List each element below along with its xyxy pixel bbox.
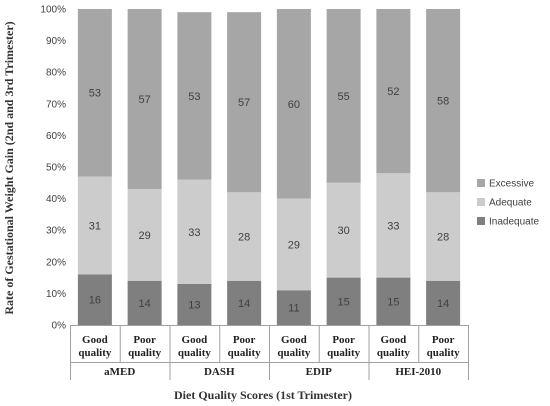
data-label: 55 (338, 91, 350, 103)
y-tick-label: 50% (46, 163, 66, 174)
bar-segment-adequate (376, 173, 411, 278)
data-label: 52 (387, 86, 399, 98)
x-tick-label: quality (277, 347, 311, 359)
y-tick-label: 0% (52, 321, 67, 332)
data-label: 30 (338, 225, 350, 237)
data-label: 28 (437, 232, 449, 244)
bar-segment-excessive (227, 12, 262, 193)
x-tick-label: Poor (133, 334, 156, 346)
legend-label-adequate: Adequate (489, 198, 532, 209)
bar-segment-adequate (227, 192, 262, 281)
x-tick-label: Poor (332, 334, 355, 346)
y-axis: 0% 10% 20% 30% 40% 50% 60% 70% 80% 90% 100% (40, 5, 66, 332)
data-label: 14 (437, 298, 449, 310)
bar-segment-excessive (426, 9, 461, 193)
x-tick-label: quality (327, 347, 361, 359)
data-label: 33 (188, 227, 200, 239)
bar-segment-inadequate (276, 290, 311, 325)
y-tick-label: 40% (46, 194, 66, 205)
y-tick-label: 10% (46, 289, 66, 300)
legend-label-inadequate: Inadequate (489, 217, 539, 228)
data-label: 13 (188, 299, 200, 311)
data-label: 11 (288, 303, 299, 315)
x-tick-label: Poor (233, 334, 256, 346)
bar-segment-inadequate (376, 277, 411, 325)
data-label: 28 (238, 232, 250, 244)
x-tick-label: Poor (432, 334, 455, 346)
data-label: 15 (338, 296, 350, 308)
x-tick-label: quality (178, 347, 212, 359)
x-tick-label: Good (82, 334, 108, 346)
data-label: 58 (437, 96, 449, 108)
y-tick-label: 90% (46, 36, 66, 47)
data-label: 57 (238, 97, 250, 109)
bar-segment-adequate (326, 182, 361, 278)
legend-swatch-adequate (477, 198, 485, 206)
y-tick-label: 60% (46, 131, 66, 142)
data-label: 31 (89, 220, 101, 232)
bar-segment-inadequate (227, 280, 262, 325)
bar-segment-excessive (177, 12, 212, 180)
data-label: 53 (188, 91, 200, 103)
x-tick-label: Good (381, 334, 407, 346)
x-tick-label: quality (377, 347, 411, 359)
data-label: 29 (139, 230, 151, 242)
data-label: 14 (139, 298, 151, 310)
y-axis-title: Rate of Gestational Weight Gain (2nd and… (2, 21, 16, 314)
x-tick-label: quality (427, 347, 461, 359)
bar-segment-excessive (376, 9, 411, 174)
data-label: 29 (288, 239, 300, 251)
legend-swatch-excessive (477, 179, 485, 187)
data-label: 57 (139, 94, 151, 106)
data-label: 16 (89, 295, 101, 307)
bar-segment-adequate (276, 198, 311, 291)
bar-segment-inadequate (177, 283, 212, 325)
group-label: aMED (104, 366, 135, 378)
group-label: HEI-2010 (395, 366, 441, 378)
y-tick-label: 30% (46, 226, 66, 237)
x-tick-label: Good (281, 334, 307, 346)
bar-segment-adequate (426, 192, 461, 281)
bar-segment-excessive (276, 9, 311, 199)
y-tick-label: 80% (46, 68, 66, 79)
x-tick-label: quality (78, 347, 112, 359)
legend: Excessive Adequate Inadequate (477, 179, 539, 228)
y-tick-label: 70% (46, 99, 66, 110)
x-tick-label: quality (128, 347, 162, 359)
data-label: 15 (387, 296, 399, 308)
bar-segment-inadequate (77, 274, 112, 325)
bar-segment-inadequate (326, 277, 361, 325)
data-label: 60 (288, 99, 300, 111)
bar-segment-adequate (177, 179, 212, 284)
legend-swatch-inadequate (477, 217, 485, 225)
x-tick-label: Good (182, 334, 208, 346)
bar-segment-excessive (77, 9, 112, 177)
group-label: EDIP (306, 366, 333, 378)
x-tick-label: quality (228, 347, 262, 359)
plot-area: 16 31 53 14 29 57 13 33 53 14 28 57 11 29 60 15 30 55 15 33… (77, 9, 461, 325)
x-axis: GoodqualityPoorqualityGoodqualityPoorqua… (70, 325, 469, 380)
y-tick-label: 100% (40, 5, 66, 16)
bar-segment-excessive (127, 9, 162, 190)
legend-label-excessive: Excessive (489, 179, 534, 190)
data-label: 53 (89, 88, 101, 100)
bar-segment-inadequate (127, 280, 162, 325)
bar-segment-adequate (127, 189, 162, 281)
bar-segment-excessive (326, 9, 361, 183)
data-label: 14 (238, 298, 250, 310)
data-label: 33 (387, 220, 399, 232)
bar-segment-inadequate (426, 280, 461, 325)
y-tick-label: 20% (46, 257, 66, 268)
group-label: DASH (204, 366, 235, 378)
x-axis-title: Diet Quality Scores (1st Trimester) (174, 388, 352, 402)
bar-segment-adequate (77, 176, 112, 275)
